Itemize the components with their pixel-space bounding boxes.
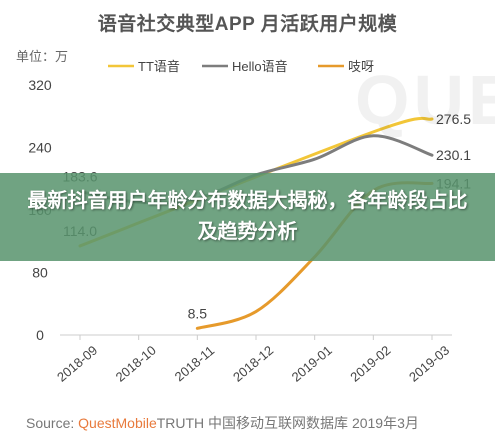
x-tick-label: 2018-11 xyxy=(172,343,217,385)
headline-text: 最新抖音用户年龄分布数据大揭秘，各年龄段占比及趋势分析 xyxy=(27,190,468,243)
source-line: Source: QuestMobileTRUTH 中国移动互联网数据库 2019… xyxy=(26,413,419,433)
legend: TT语音 Hello语音 吱呀 xyxy=(108,59,374,74)
watermark: QUES xyxy=(355,61,495,139)
source-rest: TRUTH 中国移动互联网数据库 2019年3月 xyxy=(156,415,419,431)
data-label: 230.1 xyxy=(436,147,471,163)
chart-title: 语音社交典型APP 月活跃用户规模 xyxy=(97,14,398,35)
data-label: 8.5 xyxy=(188,305,208,321)
y-tick-label: 320 xyxy=(28,77,52,93)
x-tick-label: 2019-01 xyxy=(289,342,335,384)
unit-label: 单位：万 xyxy=(16,49,69,64)
x-tick-label: 2018-09 xyxy=(54,342,100,384)
data-label: 276.5 xyxy=(436,111,471,127)
x-tick-label: 2018-12 xyxy=(230,342,276,384)
x-tick-label: 2019-03 xyxy=(406,342,452,384)
legend-label: Hello语音 xyxy=(232,59,288,74)
x-tick-label: 2018-10 xyxy=(113,342,159,384)
headline-banner: 最新抖音用户年龄分布数据大揭秘，各年龄段占比及趋势分析 xyxy=(0,173,495,261)
x-tick-label: 2019-02 xyxy=(347,342,393,384)
y-tick-label: 240 xyxy=(28,140,52,156)
legend-label: TT语音 xyxy=(138,59,180,74)
source-brand: QuestMobile xyxy=(78,415,157,431)
legend-label: 吱呀 xyxy=(348,59,374,74)
y-tick-label: 80 xyxy=(32,265,48,281)
y-tick-label: 0 xyxy=(36,327,44,343)
source-prefix: Source: xyxy=(26,415,75,431)
